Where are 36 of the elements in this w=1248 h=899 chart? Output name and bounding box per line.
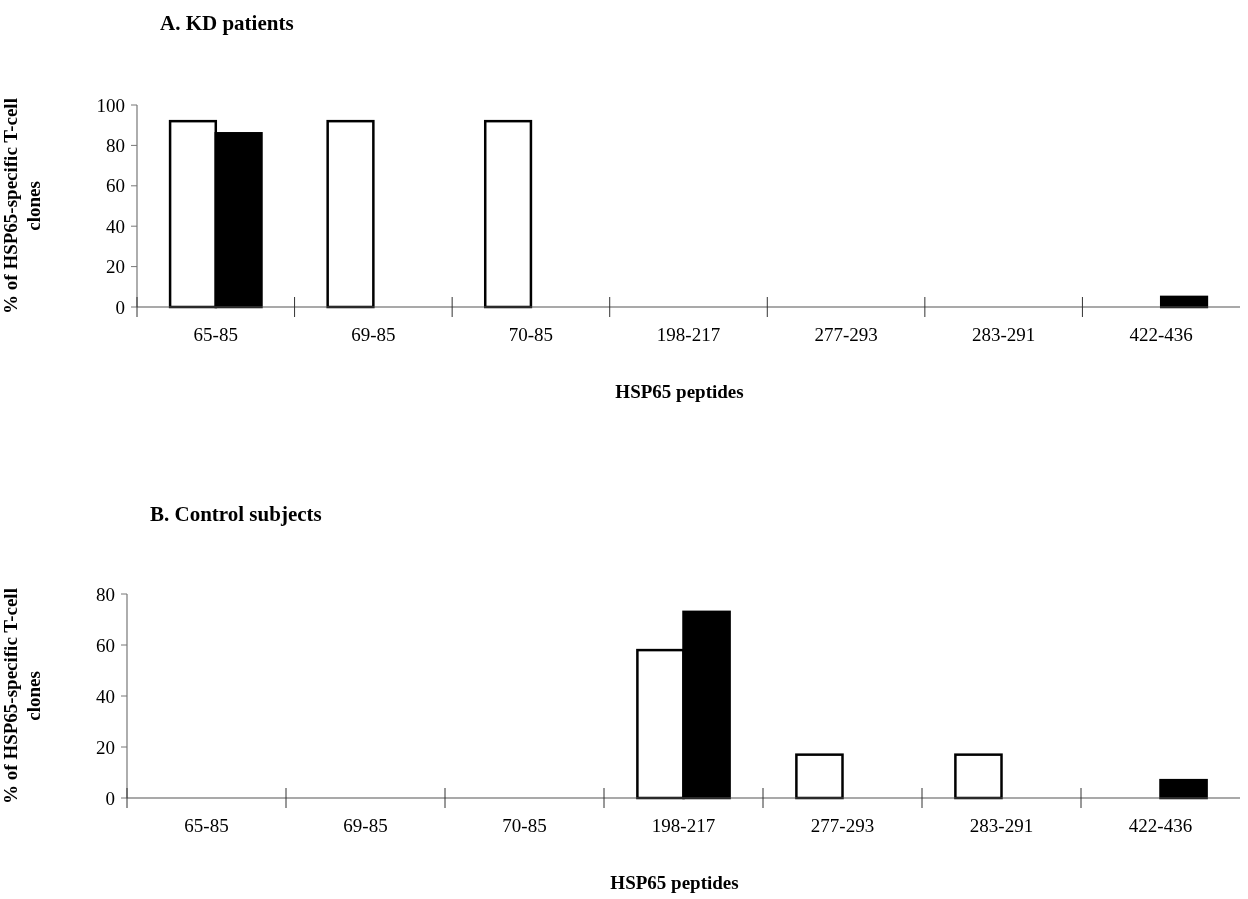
y-tick-label: 20 (96, 736, 115, 758)
x-tick-label: 422-436 (1129, 324, 1193, 345)
y-tick-label: 80 (106, 135, 125, 157)
chart-title: A. KD patients (160, 11, 294, 35)
y-tick-label: 100 (96, 94, 125, 116)
x-axis-title: HSP65 peptides (610, 872, 739, 893)
x-tick-label: 70-85 (502, 815, 547, 836)
bar (483, 119, 533, 309)
y-tick-label: 0 (115, 296, 125, 318)
y-axis-title: % of HSP65-specific T-cell clones (0, 98, 44, 314)
y-tick-label: 40 (106, 215, 125, 237)
chart-title: B. Control subjects (150, 502, 322, 526)
bar (954, 753, 1003, 800)
x-axis-title: HSP65 peptides (615, 381, 744, 402)
y-tick-label: 40 (96, 685, 115, 707)
x-tick-label: 69-85 (351, 324, 396, 345)
x-tick-label: 198-217 (656, 324, 721, 345)
y-tick-label: 60 (96, 634, 115, 656)
x-tick-label: 422-436 (1128, 815, 1193, 836)
x-tick-label: 69-85 (343, 815, 388, 836)
x-tick-label: 277-293 (814, 324, 878, 345)
y-tick-label: 80 (96, 583, 115, 605)
x-tick-label: 70-85 (508, 324, 554, 345)
x-tick-label: 198-217 (651, 815, 716, 836)
y-axis-title: % of HSP65-specific T-cell clones (0, 588, 44, 804)
x-tick-label: 283-291 (969, 815, 1034, 836)
y-tick-label: 20 (106, 256, 125, 278)
x-tick-label: 65-85 (193, 324, 238, 345)
x-tick-label: 283-291 (971, 324, 1036, 345)
bar (326, 119, 375, 309)
x-tick-label: 65-85 (184, 815, 229, 836)
y-tick-label: 60 (106, 175, 125, 197)
bar (1159, 778, 1208, 800)
bar (795, 753, 844, 800)
y-tick-label: 0 (105, 787, 115, 809)
x-tick-label: 277-293 (810, 815, 875, 836)
